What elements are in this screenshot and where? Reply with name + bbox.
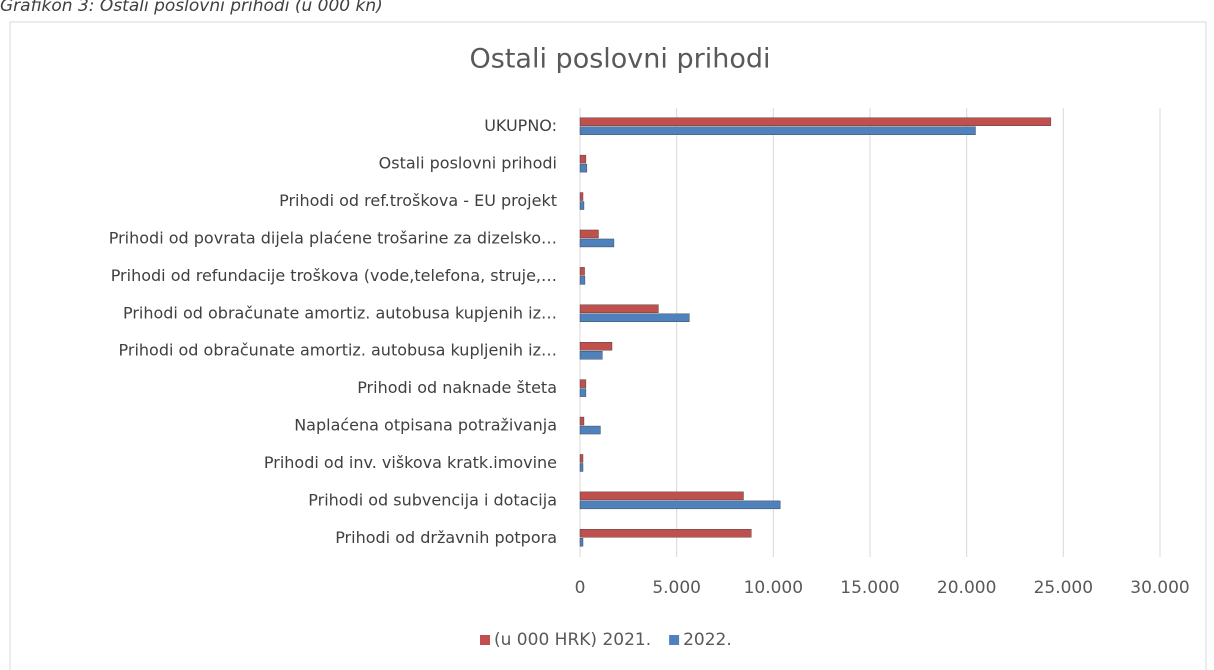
bar	[579, 454, 584, 463]
bar	[579, 425, 601, 435]
bar	[579, 379, 587, 388]
bar	[579, 463, 584, 472]
bar	[579, 201, 585, 210]
x-tick-label: 5.000	[652, 578, 701, 598]
y-tick-label: Prihodi od ref.troškova - EU projekt	[279, 191, 557, 210]
legend-swatch	[480, 635, 490, 645]
bar	[579, 117, 1052, 126]
y-tick-label: Naplaćena otpisana potraživanja	[294, 416, 557, 435]
bar	[579, 163, 588, 173]
y-tick-label: Prihodi od naknade šteta	[357, 378, 557, 397]
bar	[579, 238, 615, 248]
bar	[579, 529, 752, 538]
y-tick-label: Prihodi od obračunate amortiz. autobusa …	[123, 303, 557, 322]
bar	[579, 126, 976, 135]
bar	[579, 154, 587, 164]
y-tick-label: Ostali poslovni prihodi	[379, 154, 557, 173]
y-tick-label: UKUPNO:	[484, 116, 557, 135]
x-tick-label: 15.000	[840, 578, 899, 598]
bar	[579, 351, 603, 360]
x-tick-label: 30.000	[1130, 578, 1189, 598]
legend-label: (u 000 HRK) 2021.	[494, 630, 651, 650]
bar	[579, 500, 781, 510]
x-tick-label: 25.000	[1034, 578, 1093, 598]
x-tick-label: 20.000	[937, 578, 996, 598]
bar	[579, 267, 585, 276]
bar	[579, 342, 613, 351]
y-tick-label: Prihodi od refundacije troškova (vode,te…	[111, 266, 557, 285]
y-tick-label: Prihodi od inv. viškova kratk.imovine	[264, 453, 557, 472]
y-tick-label: Prihodi od subvencija i dotacija	[308, 490, 557, 509]
x-tick-label: 10.000	[744, 578, 803, 598]
bar	[579, 276, 586, 285]
x-tick-label: 0	[575, 578, 586, 598]
caption: Grafikon 3: Ostali poslovni prihodi (u 0…	[0, 0, 383, 16]
bar	[579, 388, 587, 397]
chart-frame	[9, 21, 1207, 670]
bar	[579, 538, 584, 547]
bar	[579, 491, 744, 501]
bar	[579, 416, 585, 426]
legend-label: 2022.	[683, 630, 732, 650]
bar	[579, 313, 690, 322]
bar	[579, 304, 659, 313]
y-tick-label: Prihodi od obračunate amortiz. autobusa …	[119, 341, 558, 360]
y-tick-label: Prihodi od povrata dijela plaćene trošar…	[109, 228, 557, 247]
bar	[579, 229, 599, 239]
bar	[579, 192, 584, 201]
y-tick-label: Prihodi od državnih potpora	[335, 528, 557, 547]
chart-title: Ostali poslovni prihodi	[470, 44, 771, 75]
legend-swatch	[669, 635, 680, 645]
